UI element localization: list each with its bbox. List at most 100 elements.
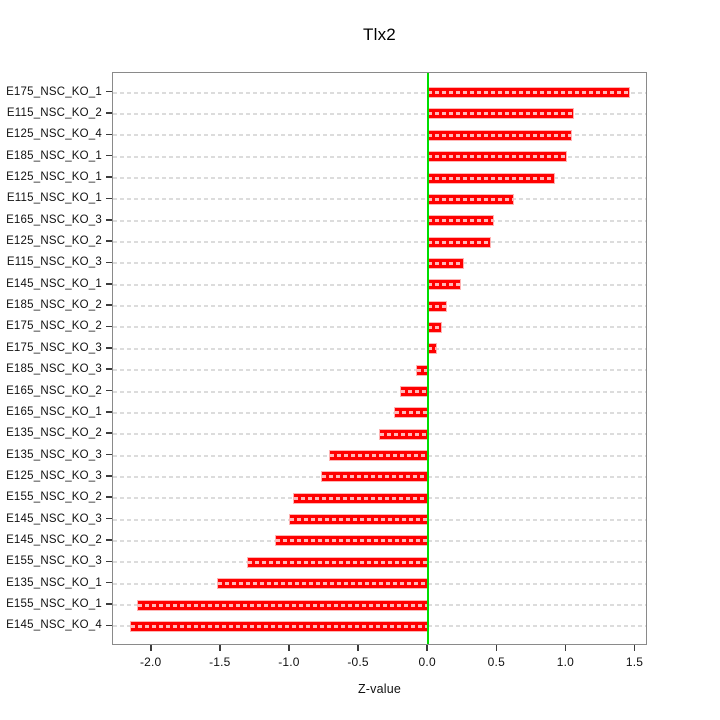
x-tick-mark: [149, 645, 152, 651]
y-tick-mark: [106, 240, 112, 242]
bar: [427, 172, 555, 184]
gridline: [113, 369, 646, 372]
y-tick-label: E145_NSC_KO_4: [6, 619, 102, 632]
bar: [399, 386, 430, 398]
x-axis-title: Z-value: [357, 682, 402, 696]
y-tick-label: E135_NSC_KO_1: [6, 576, 102, 589]
y-tick-label: E185_NSC_KO_3: [6, 363, 102, 376]
x-tick-mark: [564, 645, 567, 651]
y-tick-label: E165_NSC_KO_1: [6, 405, 102, 418]
y-tick-mark: [106, 197, 112, 200]
y-tick-label: E165_NSC_KO_2: [6, 384, 102, 397]
gridline: [113, 305, 646, 308]
bar: [293, 492, 430, 504]
y-tick-mark: [106, 496, 112, 499]
x-tick-label: -2.0: [139, 655, 162, 669]
y-tick-label: E145_NSC_KO_2: [6, 533, 102, 546]
x-tick-mark: [426, 645, 428, 651]
bar: [427, 279, 461, 291]
bar: [427, 257, 464, 269]
x-tick-mark: [633, 645, 636, 651]
gridline: [113, 177, 646, 179]
y-tick-mark: [106, 624, 112, 627]
y-tick-mark: [106, 411, 112, 413]
y-tick-mark: [106, 368, 112, 370]
bar: [288, 514, 430, 526]
y-tick-label: E175_NSC_KO_3: [6, 341, 102, 354]
gridline: [113, 155, 646, 158]
x-tick-mark: [219, 645, 221, 651]
x-tick-label: -1.0: [278, 655, 300, 669]
y-tick-label: E115_NSC_KO_3: [6, 256, 102, 269]
gridline: [113, 241, 646, 244]
y-tick-label: E165_NSC_KO_3: [6, 213, 102, 226]
gridline: [113, 112, 646, 115]
y-tick-mark: [106, 112, 112, 114]
gridline: [113, 219, 646, 222]
y-tick-mark: [106, 347, 112, 349]
y-tick-label: E125_NSC_KO_2: [6, 235, 102, 248]
y-tick-mark: [106, 560, 112, 563]
x-tick-mark: [288, 645, 290, 651]
x-tick-label: 1.0: [556, 655, 575, 669]
bar: [329, 450, 430, 462]
bar: [129, 620, 430, 632]
bar: [427, 193, 514, 205]
y-tick-mark: [106, 325, 112, 328]
bar: [427, 129, 572, 141]
y-tick-label: E185_NSC_KO_2: [6, 299, 102, 312]
y-tick-label: E155_NSC_KO_3: [6, 555, 102, 568]
bar: [378, 428, 430, 440]
bar: [427, 87, 630, 99]
y-tick-mark: [106, 432, 112, 435]
y-tick-mark: [106, 517, 112, 520]
y-tick-label: E185_NSC_KO_1: [6, 149, 102, 162]
gridline: [113, 390, 646, 393]
gridline: [113, 411, 646, 414]
bar: [427, 321, 442, 333]
y-tick-label: E155_NSC_KO_2: [6, 491, 102, 504]
y-tick-mark: [106, 218, 112, 221]
gridline: [113, 134, 646, 137]
y-tick-mark: [106, 453, 112, 456]
y-tick-label: E115_NSC_KO_2: [6, 106, 102, 119]
bar: [275, 535, 430, 547]
y-tick-mark: [106, 282, 112, 285]
x-tick-label: -0.5: [347, 655, 369, 669]
y-tick-label: E175_NSC_KO_1: [6, 85, 102, 98]
gridline: [113, 91, 646, 94]
y-tick-label: E155_NSC_KO_1: [6, 598, 102, 611]
y-tick-label: E145_NSC_KO_3: [6, 512, 102, 525]
y-tick-label: E135_NSC_KO_2: [6, 427, 102, 440]
gridline: [113, 262, 646, 265]
y-tick-label: E125_NSC_KO_1: [6, 171, 102, 183]
y-tick-label: E125_NSC_KO_4: [6, 128, 102, 141]
y-tick-label: E115_NSC_KO_1: [6, 192, 102, 205]
bar: [247, 556, 430, 568]
gridline: [113, 326, 646, 329]
y-tick-mark: [106, 581, 112, 584]
bar: [217, 578, 430, 590]
y-tick-mark: [106, 539, 112, 541]
plot-area: [112, 72, 647, 645]
bar: [427, 236, 492, 248]
bar: [320, 471, 430, 483]
bar: [394, 407, 430, 419]
x-tick-label: 0.0: [418, 655, 436, 669]
y-tick-mark: [106, 176, 112, 178]
y-tick-mark: [106, 133, 112, 136]
y-tick-mark: [106, 389, 112, 392]
zero-line: [427, 73, 429, 644]
x-tick-label: 1.5: [625, 655, 644, 669]
bar: [427, 215, 495, 227]
y-tick-label: E175_NSC_KO_2: [6, 320, 102, 333]
gridline: [113, 347, 646, 350]
y-tick-mark: [106, 603, 112, 605]
y-tick-mark: [106, 261, 112, 264]
y-tick-label: E125_NSC_KO_3: [6, 469, 102, 482]
y-tick-mark: [106, 304, 112, 306]
y-tick-label: E135_NSC_KO_3: [6, 448, 102, 461]
y-tick-label: E145_NSC_KO_1: [6, 277, 102, 290]
gridline: [113, 198, 646, 201]
